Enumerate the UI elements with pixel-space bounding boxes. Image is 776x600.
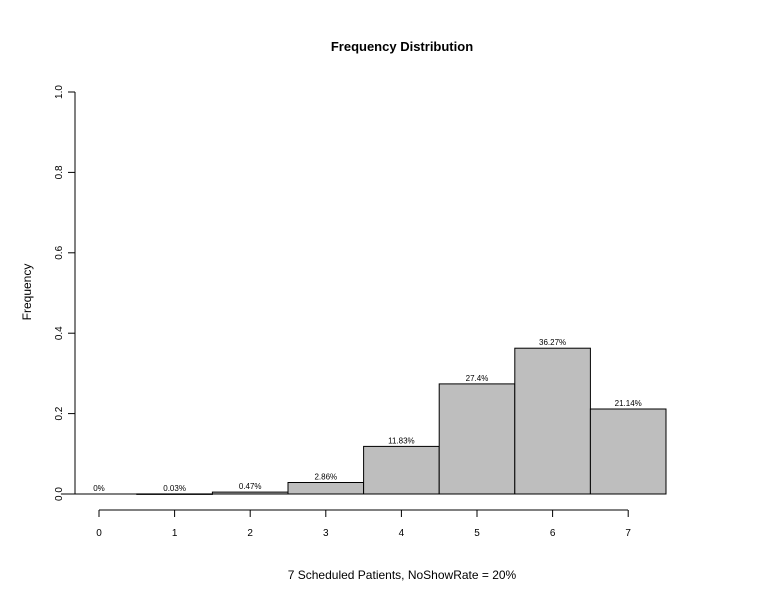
y-tick-label-0: 0.0: [54, 487, 65, 501]
data-label-0: 0%: [93, 484, 105, 493]
y-axis-label: Frequency: [20, 264, 34, 321]
data-label-2: 0.47%: [239, 482, 262, 491]
bar-5: [438, 383, 516, 495]
bars-group: [61, 347, 667, 495]
x-tick-label-6: 6: [550, 528, 556, 539]
y-tick-label-5: 1.0: [54, 85, 65, 99]
data-label-5: 27.4%: [466, 374, 489, 383]
x-tick-label-4: 4: [399, 528, 405, 539]
x-tick-label-7: 7: [625, 528, 631, 539]
bar-4: [363, 445, 440, 495]
y-axis: 0.0 0.2 0.4 0.6 0.8 1.0: [54, 85, 76, 501]
data-label-3: 2.86%: [314, 473, 337, 482]
bar-1: [136, 493, 213, 495]
data-labels-group: 0% 0.03% 0.47% 2.86% 11.83% 27.4% 36.27% 21.14%: [93, 338, 642, 493]
y-tick-label-3: 0.6: [54, 245, 65, 259]
bar-3: [287, 482, 365, 495]
x-tick-label-1: 1: [172, 528, 178, 539]
x-tick-label-2: 2: [247, 528, 253, 539]
bar-2: [211, 491, 289, 495]
data-label-6: 36.27%: [539, 338, 566, 347]
bar-7: [589, 408, 667, 495]
y-tick-label-4: 0.8: [54, 165, 65, 179]
chart-title: Frequency Distribution: [331, 39, 473, 54]
y-tick-label-2: 0.4: [54, 326, 65, 340]
x-axis-label: 7 Scheduled Patients, NoShowRate = 20%: [288, 568, 517, 582]
x-tick-label-5: 5: [474, 528, 480, 539]
data-label-4: 11.83%: [388, 436, 415, 445]
y-tick-label-1: 0.2: [54, 406, 65, 420]
x-tick-label-3: 3: [323, 528, 329, 539]
data-label-1: 0.03%: [163, 484, 186, 493]
x-tick-label-0: 0: [96, 528, 102, 539]
data-label-7: 21.14%: [615, 399, 642, 408]
x-axis: 0 1 2 3 4 5 6 7: [96, 509, 631, 539]
bar-6: [514, 347, 591, 495]
